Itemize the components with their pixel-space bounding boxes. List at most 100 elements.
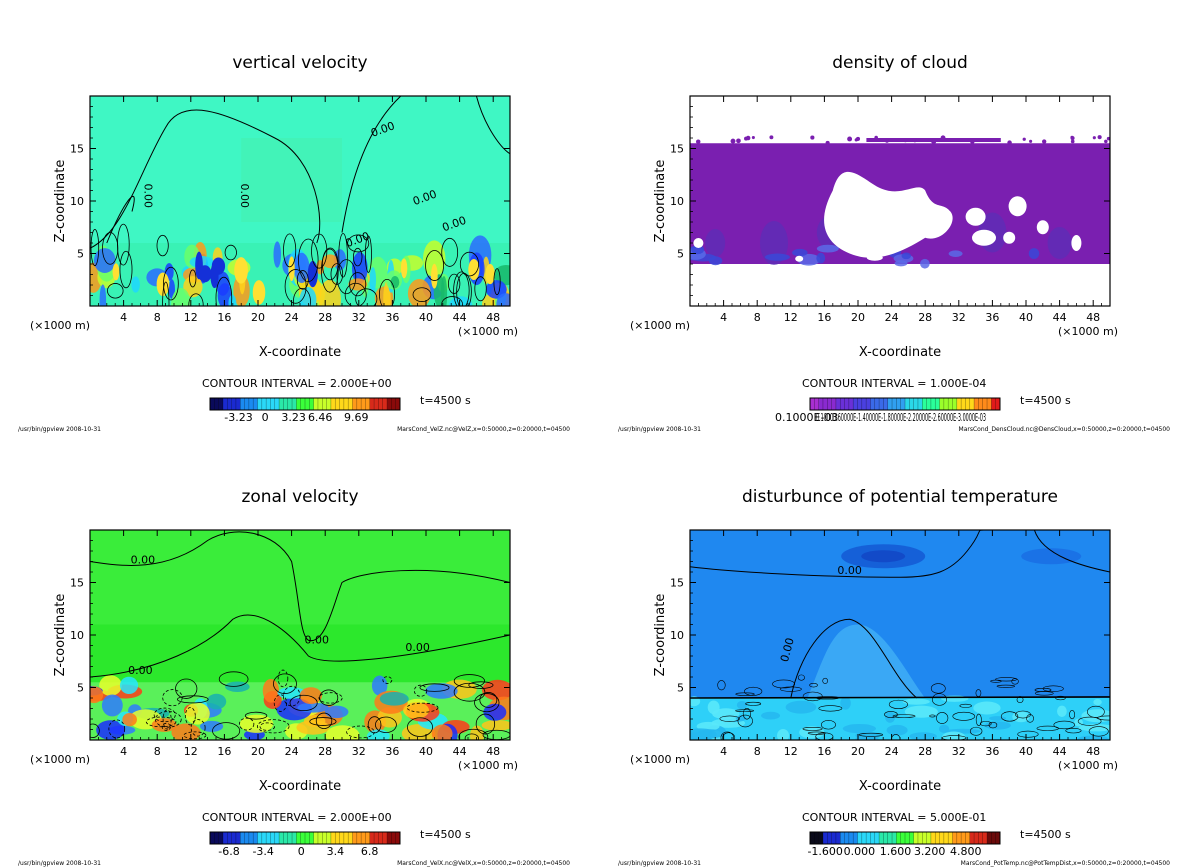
colorbar: -3.23 0 3.23 6.46 9.69 (209, 397, 401, 424)
colorbar-cell (227, 832, 232, 844)
chart-panel: zonal velocity Z-coordinate 0.00 0.00 0.00 0.… (0, 434, 600, 868)
colorbar-cell (831, 832, 837, 844)
time-label: t=4500 s (1020, 394, 1071, 407)
contour-label: 0.00 (142, 184, 155, 209)
colorbar-tick-label: -3.4 (252, 845, 273, 858)
colorbar-cell (887, 398, 893, 410)
x-tick-label: 24 (285, 745, 299, 758)
colorbar-cell (248, 832, 254, 844)
colorbar-tick-label: -3.23 (224, 411, 252, 424)
colorbar-cell (892, 398, 897, 410)
colorbar-cell (240, 398, 245, 410)
colorbar-cell (935, 832, 940, 844)
colorbar-cell (317, 398, 323, 410)
colorbar-cell (214, 398, 219, 410)
x-tick-label: 4 (120, 311, 127, 324)
colorbar-tick-label: 1.600 (880, 845, 912, 858)
contour-label: 0.00 (128, 664, 153, 677)
colorbar-cell (818, 832, 824, 844)
x-tick-label: 24 (885, 311, 899, 324)
chart-panel: vertical velocity Z-coordinate 0.00 0.00 0.0… (0, 0, 600, 434)
chart-panel: disturbunce of potential temperature Z-co… (600, 434, 1200, 868)
colorbar-cell (861, 398, 867, 410)
y-axis: 5 10 15 (670, 106, 1110, 296)
colorbar-cell (387, 398, 392, 410)
colorbar-cell (287, 398, 293, 410)
colorbar-cell (296, 832, 301, 844)
x-unit-right: (×1000 m) (1058, 759, 1118, 772)
field-layer (90, 96, 510, 306)
colorbar-cell (248, 398, 254, 410)
plot-area: 0.000.000.00 0.000.000.004 8 12 16 20 24 28 32 36… (70, 95, 511, 324)
colorbar-cell (974, 398, 979, 410)
colorbar-cell (210, 832, 215, 844)
x-tick-label: 32 (952, 311, 966, 324)
colorbar: 0.1000E-030.10000.60000E-1.40000E-1.8000… (775, 397, 1001, 424)
colorbar-cell (361, 832, 366, 844)
colorbar-cell (831, 398, 837, 410)
colorbar-cell (922, 398, 927, 410)
colorbar-cell (943, 832, 949, 844)
colorbar-cell (231, 398, 237, 410)
colorbar-cell (283, 398, 289, 410)
colorbar-cell (887, 832, 893, 844)
colorbar-cell (969, 398, 975, 410)
colorbar-frame (209, 831, 401, 845)
x-axis: 4 8 12 16 20 24 28 32 36 40 44 48 (98, 96, 503, 324)
colorbar-cell (378, 832, 384, 844)
colorbar-cell (305, 398, 310, 410)
chart-svg: vertical velocityZ-coordinate0.000.000.0… (18, 53, 570, 433)
colorbar-cell (261, 832, 267, 844)
colorbar-frame (809, 831, 1001, 845)
x-tick-label: 8 (154, 311, 161, 324)
colorbar-cell (948, 398, 953, 410)
colorbar-cell (810, 832, 815, 844)
colorbar-cell (896, 832, 901, 844)
x-tick-label: 44 (453, 745, 467, 758)
y-tick-label: 15 (670, 143, 684, 156)
colorbar-cell (861, 832, 867, 844)
field-layer (690, 530, 1110, 740)
colorbar-cell (287, 832, 293, 844)
chart-title: disturbunce of potential temperature (742, 487, 1058, 507)
colorbar-cell (391, 398, 396, 410)
colorbar-tick-label: 3.4 (327, 845, 345, 858)
colorbar-cell (348, 398, 353, 410)
colorbar-tick-label: 6.8 (361, 845, 379, 858)
time-label: t=4500 s (420, 394, 471, 407)
x-tick-label: 16 (817, 745, 831, 758)
colorbar-cell (210, 398, 215, 410)
x-tick-label: 28 (318, 311, 332, 324)
x-tick-label: 16 (817, 311, 831, 324)
y-tick-label: 10 (70, 629, 84, 642)
y-tick-label: 5 (77, 682, 84, 695)
y-tick-label: 5 (677, 682, 684, 695)
x-tick-label: 28 (918, 745, 932, 758)
colorbar-tick-label: 6.46 (308, 411, 333, 424)
colorbar-cell (395, 832, 401, 844)
x-unit-left: (×1000 m) (630, 753, 690, 766)
y-tick-label: 15 (670, 577, 684, 590)
x-axis: 4 8 12 16 20 24 28 32 36 40 44 48 (98, 530, 503, 758)
colorbar-cell (835, 398, 841, 410)
colorbar-cell (978, 398, 984, 410)
colorbar-cell (922, 832, 927, 844)
colorbar-cell (356, 398, 362, 410)
colorbar-cell (930, 398, 936, 410)
colorbar-cell (857, 832, 863, 844)
colorbar-cell (814, 832, 819, 844)
x-tick-label: 40 (1019, 311, 1033, 324)
colorbar-cell (322, 832, 327, 844)
footer-right: MarsCond_VelX.nc@VelX,x=0:50000,z=0:2000… (397, 860, 570, 867)
colorbar-cell (840, 832, 845, 844)
colorbar-cell (292, 398, 297, 410)
time-label: t=4500 s (1020, 828, 1071, 841)
colorbar-cell (317, 832, 323, 844)
colorbar-cell (261, 398, 267, 410)
field-layer (90, 530, 510, 740)
colorbar-cell (300, 398, 306, 410)
colorbar-cell (844, 832, 850, 844)
colorbar-tick-label: 0.000 (844, 845, 876, 858)
colorbar-cell (266, 398, 271, 410)
